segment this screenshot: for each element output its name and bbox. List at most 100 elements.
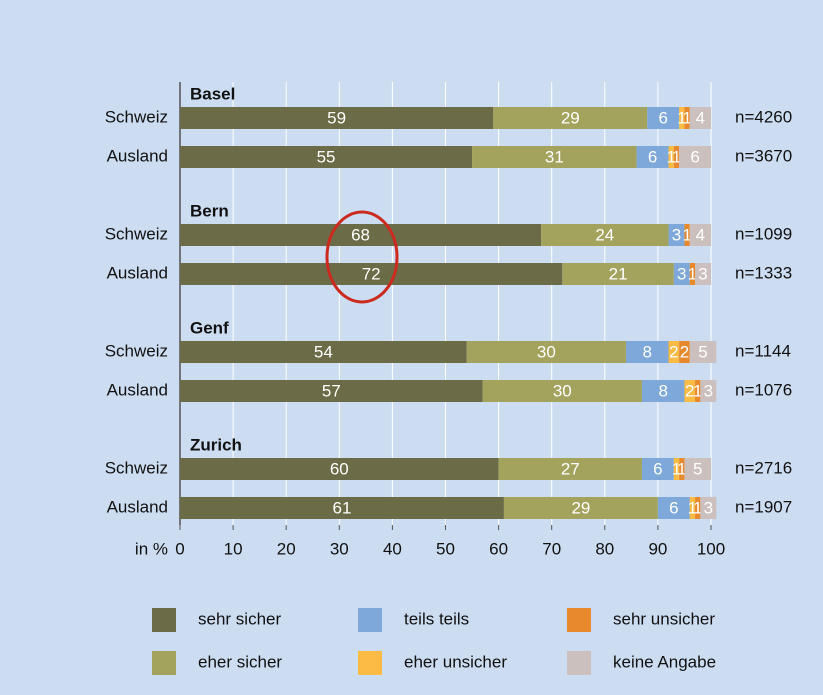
data-label: 4 <box>696 225 705 244</box>
data-label: 29 <box>571 498 590 517</box>
data-label: 1 <box>688 498 697 517</box>
n-label: n=1333 <box>735 263 792 282</box>
bar-segment <box>679 341 690 363</box>
bar-segment <box>684 107 690 129</box>
data-label: 72 <box>362 264 381 283</box>
data-label: 68 <box>351 225 370 244</box>
bar-segment <box>668 146 674 168</box>
data-label: 1 <box>682 108 691 127</box>
legend-label: eher sicher <box>198 652 282 671</box>
y-tick-label: Schweiz <box>105 107 168 126</box>
bar-segment <box>657 497 690 519</box>
bar-segment <box>689 497 696 519</box>
x-tick-label: 80 <box>595 539 614 558</box>
n-label: n=1076 <box>735 380 792 399</box>
bar-segment <box>472 146 637 168</box>
bar-segment <box>180 497 504 519</box>
data-label: 2 <box>680 342 689 361</box>
data-label: 2 <box>685 381 694 400</box>
n-label: n=4260 <box>735 107 792 126</box>
data-label: 61 <box>332 498 351 517</box>
x-tick-label: 30 <box>330 539 349 558</box>
bar-segment <box>679 146 711 168</box>
bar-segment <box>180 263 563 285</box>
data-label: 3 <box>672 225 681 244</box>
data-label: 31 <box>545 147 564 166</box>
group-label: Basel <box>190 84 235 103</box>
data-label: 3 <box>698 264 707 283</box>
y-tick-label: Schweiz <box>105 458 168 477</box>
bar-segment <box>695 497 701 519</box>
bar-segment <box>180 458 499 480</box>
data-label: 30 <box>553 381 572 400</box>
bar-segment <box>695 380 701 402</box>
bar-segment <box>541 224 669 246</box>
x-tick-label: 60 <box>489 539 508 558</box>
y-tick-label: Ausland <box>107 380 168 399</box>
data-label: 6 <box>648 147 657 166</box>
legend-swatch <box>358 651 382 675</box>
legend-label: keine Angabe <box>613 652 716 671</box>
bar-segment <box>689 341 717 363</box>
bar-segment <box>679 458 685 480</box>
bar-segment <box>562 263 674 285</box>
bar-segment <box>695 263 711 285</box>
legend-swatch <box>358 608 382 632</box>
y-tick-label: Schweiz <box>105 224 168 243</box>
data-label: 29 <box>561 108 580 127</box>
data-label: 3 <box>704 381 713 400</box>
x-tick-label: 20 <box>277 539 296 558</box>
data-label: 6 <box>690 147 699 166</box>
group-label: Genf <box>190 318 229 337</box>
legend-swatch <box>152 651 176 675</box>
y-tick-label: Ausland <box>107 497 168 516</box>
bar-segment <box>700 380 717 402</box>
x-tick-label: 90 <box>648 539 667 558</box>
data-label: 1 <box>677 108 686 127</box>
x-tick-label: 100 <box>697 539 725 558</box>
bar-segment <box>689 224 711 246</box>
data-label: 6 <box>653 459 662 478</box>
data-label: 1 <box>677 459 686 478</box>
bar-segment <box>684 224 690 246</box>
bar-segment <box>503 497 658 519</box>
bar-segment <box>180 380 483 402</box>
bar-segment <box>689 107 711 129</box>
x-tick-label: 0 <box>175 539 184 558</box>
data-label: 1 <box>693 381 702 400</box>
bar-segment <box>647 107 680 129</box>
highlight-ellipse <box>325 210 399 304</box>
group-label: Zurich <box>190 435 242 454</box>
data-label: 6 <box>658 108 667 127</box>
data-label: 8 <box>643 342 652 361</box>
bar-segment <box>684 458 711 480</box>
bar-segment <box>636 146 669 168</box>
n-label: n=1099 <box>735 224 792 243</box>
bar-segment <box>626 341 669 363</box>
bar-segment <box>641 380 685 402</box>
data-label: 55 <box>317 147 336 166</box>
data-label: 24 <box>595 225 614 244</box>
data-label: 1 <box>672 459 681 478</box>
data-label: 1 <box>688 264 697 283</box>
bar-segment <box>180 341 467 363</box>
data-label: 27 <box>561 459 580 478</box>
y-tick-label: Ausland <box>107 263 168 282</box>
n-label: n=3670 <box>735 146 792 165</box>
bar-segment <box>668 224 685 246</box>
bar-segment <box>466 341 627 363</box>
data-label: 57 <box>322 381 341 400</box>
legend-swatch <box>567 608 591 632</box>
data-label: 60 <box>330 459 349 478</box>
bar-segment <box>689 263 696 285</box>
data-label: 1 <box>693 498 702 517</box>
data-label: 1 <box>672 147 681 166</box>
n-label: n=2716 <box>735 458 792 477</box>
legend-swatch <box>152 608 176 632</box>
bar-segment <box>180 107 494 129</box>
legend-label: eher unsicher <box>404 652 507 671</box>
y-tick-label: Schweiz <box>105 341 168 360</box>
bar-segment <box>498 458 642 480</box>
